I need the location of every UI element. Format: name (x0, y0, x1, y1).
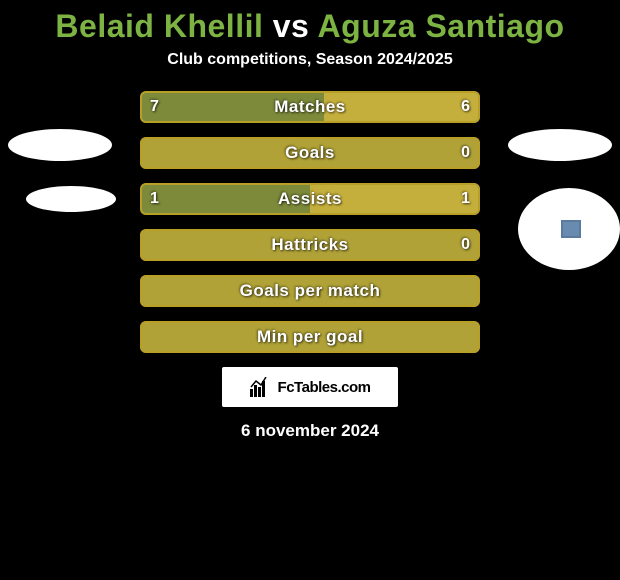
bar-row: Min per goal (140, 321, 480, 353)
bar-label: Hattricks (140, 229, 480, 261)
badge-placeholder-icon (561, 220, 581, 238)
bar-row: Goals per match (140, 275, 480, 307)
bar-right-value: 0 (461, 229, 470, 261)
bar-right-value: 0 (461, 137, 470, 169)
logo-icon (250, 377, 272, 397)
title-vs: vs (273, 8, 310, 44)
logo-text: FcTables.com (278, 379, 371, 396)
title: Belaid Khellil vs Aguza Santiago (0, 8, 620, 45)
bars-area: Matches76Goals0Assists11Hattricks0Goals … (140, 91, 480, 353)
chart-container: Belaid Khellil vs Aguza Santiago Club co… (0, 8, 620, 580)
bar-row: Goals0 (140, 137, 480, 169)
date: 6 november 2024 (0, 421, 620, 441)
bar-right-value: 6 (461, 91, 470, 123)
player2-badge-bottom (518, 188, 620, 270)
bar-label: Assists (140, 183, 480, 215)
bar-label: Goals (140, 137, 480, 169)
bar-right-value: 1 (461, 183, 470, 215)
logo-suffix: Tables.com (294, 379, 370, 396)
bar-row: Matches7 6 (140, 91, 480, 123)
bar-label: Matches (140, 91, 480, 123)
player1-name: Belaid Khellil (55, 8, 263, 44)
bar-left-value: 7 (150, 91, 159, 123)
logo-prefix: Fc (278, 379, 295, 396)
bar-row: Hattricks0 (140, 229, 480, 261)
bar-left-value: 1 (150, 183, 159, 215)
subtitle: Club competitions, Season 2024/2025 (0, 51, 620, 69)
logo-box: FcTables.com (222, 367, 398, 407)
player1-badge-bottom (26, 186, 116, 212)
bar-label: Min per goal (140, 321, 480, 353)
player2-badge-top (508, 129, 612, 161)
player1-badge-top (8, 129, 112, 161)
player2-name: Aguza Santiago (318, 8, 565, 44)
bar-label: Goals per match (140, 275, 480, 307)
bar-row: Assists1 1 (140, 183, 480, 215)
